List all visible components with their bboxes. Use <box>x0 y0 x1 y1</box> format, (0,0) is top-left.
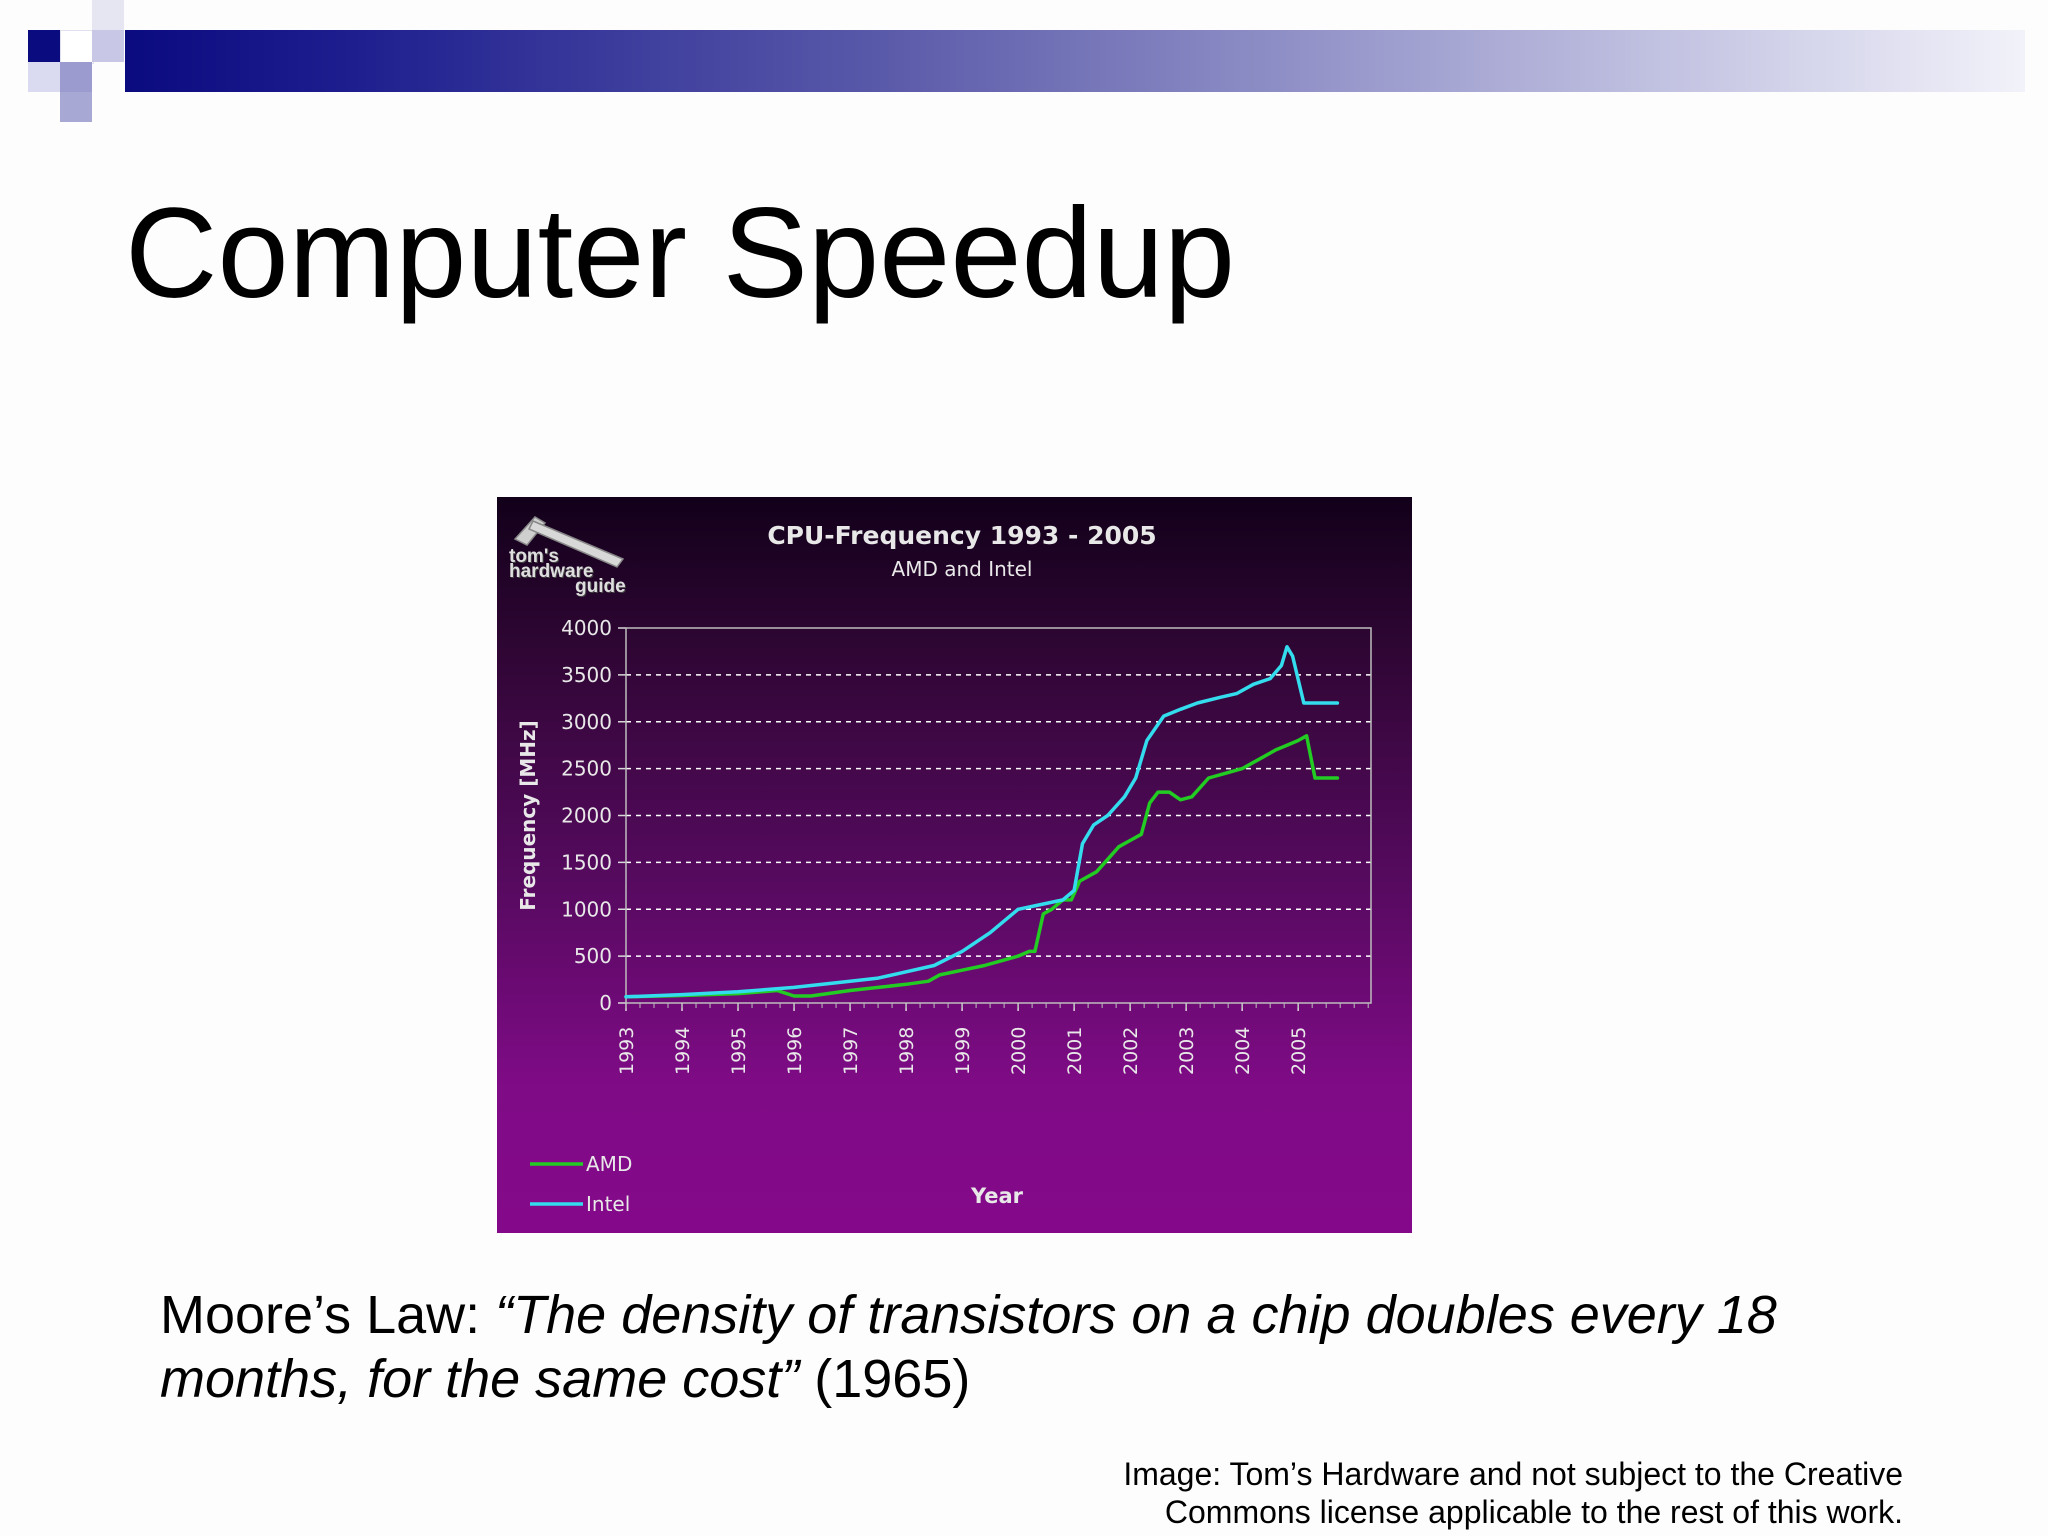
slide-title: Computer Speedup <box>125 182 1236 325</box>
x-tick-label: 1997 <box>840 1027 862 1075</box>
chart-title: CPU-Frequency 1993 - 2005 <box>767 521 1156 550</box>
plot-area-border <box>625 627 1372 1004</box>
logo-text: tom's hardware guide <box>509 546 626 597</box>
logo-line: hardware <box>509 561 594 582</box>
legend-label-amd: AMD <box>586 1152 632 1176</box>
x-tick-label: 1999 <box>952 1027 974 1075</box>
moore-year: (1965) <box>799 1349 971 1409</box>
y-tick-label: 4000 <box>561 616 612 640</box>
x-axis-label: Year <box>970 1184 1024 1208</box>
x-tick-label: 1996 <box>784 1027 806 1075</box>
y-tick-label: 500 <box>574 944 612 968</box>
header-square-decoration <box>60 30 94 64</box>
x-tick-label: 1998 <box>896 1027 918 1075</box>
y-tick-label: 2500 <box>561 757 612 781</box>
slide-header-band <box>0 0 2048 125</box>
legend-label-intel: Intel <box>586 1192 630 1216</box>
header-gradient-bar <box>125 30 2025 92</box>
series-line-intel <box>624 645 1340 999</box>
x-tick-label: 1995 <box>728 1027 750 1075</box>
moores-law-text: Moore’s Law: “The density of transistors… <box>160 1283 1960 1411</box>
x-tick-label: 2001 <box>1064 1027 1086 1075</box>
moore-quote: “The density of transistors on a chip do… <box>160 1285 1777 1409</box>
header-square-decoration <box>60 92 92 122</box>
y-tick-label: 1000 <box>561 897 612 921</box>
y-tick-label: 3500 <box>561 663 612 687</box>
y-axis-label: Frequency [MHz] <box>516 720 540 911</box>
credit-line: Commons license applicable to the rest o… <box>1164 1494 1903 1530</box>
x-tick-label: 2000 <box>1008 1027 1030 1075</box>
header-square-decoration <box>28 30 60 62</box>
chart-subtitle: AMD and Intel <box>892 557 1033 581</box>
image-credit: Image: Tom’s Hardware and not subject to… <box>1003 1455 1903 1531</box>
x-tick-label: 2005 <box>1288 1027 1310 1075</box>
x-tick-label: 2003 <box>1176 1027 1198 1075</box>
y-tick-label: 3000 <box>561 710 612 734</box>
toms-hardware-logo: tom's hardware guide <box>505 509 630 599</box>
y-tick-label: 2000 <box>561 804 612 828</box>
header-square-decoration <box>92 0 124 30</box>
header-square-decoration <box>60 62 92 92</box>
x-tick-label: 2004 <box>1232 1027 1254 1075</box>
chart-canvas: CPU-Frequency 1993 - 2005 AMD and Intel 0 5… <box>516 521 1372 1216</box>
moore-prefix: Moore’s Law: <box>160 1285 496 1345</box>
credit-line: Image: Tom’s Hardware and not subject to… <box>1123 1456 1903 1492</box>
header-square-decoration <box>28 62 60 92</box>
logo-line: guide <box>575 576 626 597</box>
cpu-frequency-chart: tom's hardware guide CPU-Frequency 1993 … <box>497 497 1412 1233</box>
y-tick-label: 0 <box>599 991 612 1015</box>
x-tick-label: 1993 <box>616 1027 638 1075</box>
hammer-icon <box>513 516 625 568</box>
header-square-decoration <box>92 30 124 62</box>
x-tick-label: 1994 <box>672 1027 694 1075</box>
logo-line: tom's <box>509 546 559 567</box>
x-tick-label: 2002 <box>1120 1027 1142 1075</box>
y-tick-label: 1500 <box>561 850 612 874</box>
series-line-amd <box>624 734 1340 999</box>
